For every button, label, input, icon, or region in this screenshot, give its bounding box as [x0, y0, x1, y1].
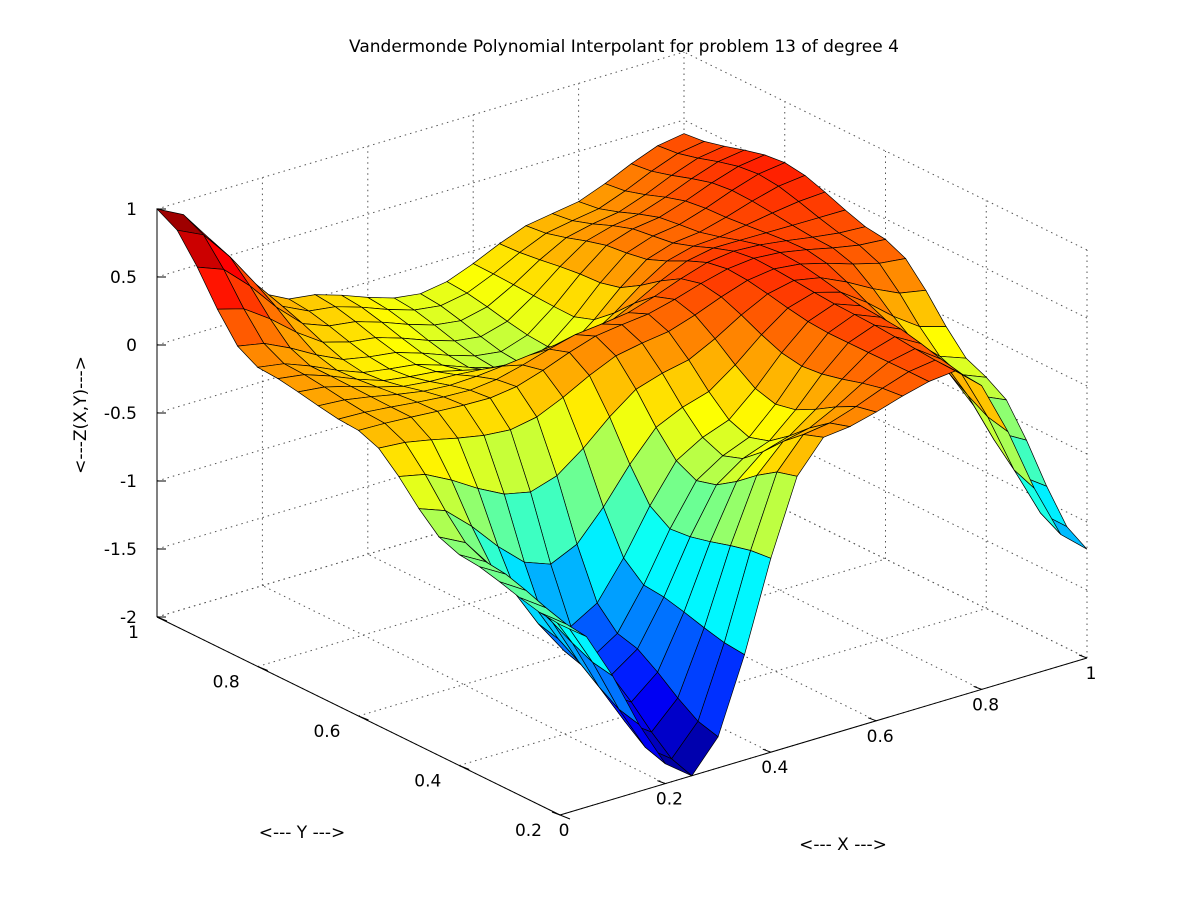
surface-mesh: [155, 133, 1088, 777]
y-axis-label: <--- Y --->: [259, 823, 346, 843]
y-tick-label: 1: [128, 623, 139, 643]
x-tick: [868, 717, 877, 722]
y-tick-label: 0.8: [213, 673, 240, 693]
x-tick-label: 0.8: [972, 695, 999, 715]
grid-line: [367, 553, 772, 753]
x-tick: [551, 811, 561, 816]
y-tick-label: 0.2: [515, 821, 542, 841]
axes: [156, 208, 1088, 820]
y-tick: [459, 765, 470, 770]
z-tick-label: -0.5: [104, 404, 137, 424]
y-tick: [358, 715, 369, 721]
z-tick-label: -1.5: [104, 540, 137, 560]
x-tick-label: 1: [1086, 664, 1097, 684]
x-tick-label: 0.6: [867, 727, 894, 747]
chart-title: Vandermonde Polynomial Interpolant for p…: [349, 37, 899, 57]
z-tick-label: 0: [126, 336, 137, 356]
y-tick: [559, 814, 571, 820]
x-axis-label: <--- X --->: [799, 835, 887, 855]
z-axis-label: <---Z(X,Y)--->: [71, 356, 91, 474]
y-tick-label: 0.4: [414, 772, 441, 792]
grid-line: [262, 585, 666, 785]
z-tick-label: 1: [126, 200, 137, 220]
y-tick: [156, 616, 168, 622]
y-tick: [257, 666, 268, 671]
surface-patch: [539, 612, 587, 637]
x-tick-label: 0: [559, 821, 570, 841]
z-tick-label: -2: [120, 608, 137, 628]
x-tick: [657, 780, 666, 785]
x-axis-line: [559, 657, 1088, 816]
x-tick-label: 0.4: [761, 758, 788, 778]
x-tick-label: 0.2: [656, 790, 683, 810]
x-tick: [1078, 654, 1088, 659]
x-tick: [762, 748, 771, 753]
grid-line: [683, 51, 1088, 251]
tick-labels: 00.20.40.60.810.20.40.60.81-2-1.5-1-0.50…: [104, 200, 1097, 841]
x-tick: [973, 685, 982, 690]
z-tick-label: -1: [120, 472, 137, 492]
z-tick-label: 0.5: [110, 268, 137, 288]
y-tick-label: 0.6: [313, 722, 340, 742]
